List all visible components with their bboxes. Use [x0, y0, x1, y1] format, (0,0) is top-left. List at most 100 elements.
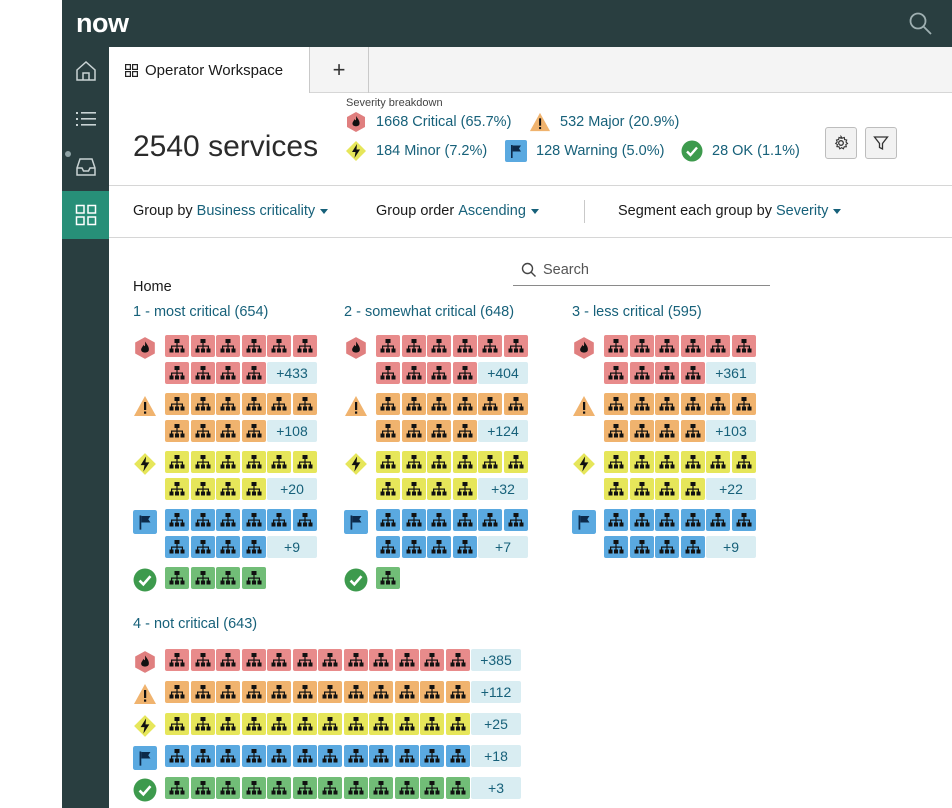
service-tile[interactable]: [604, 536, 628, 558]
service-tile[interactable]: [292, 393, 317, 415]
service-tile[interactable]: [369, 681, 393, 703]
service-tile[interactable]: [267, 451, 291, 473]
service-tile[interactable]: [292, 649, 317, 671]
service-tile[interactable]: [604, 420, 628, 442]
service-tile[interactable]: [343, 681, 368, 703]
service-tile[interactable]: [190, 745, 215, 767]
service-tile[interactable]: [165, 478, 189, 500]
more-services-button[interactable]: +25: [471, 713, 521, 735]
service-tile[interactable]: [369, 745, 393, 767]
more-services-button[interactable]: +18: [471, 745, 521, 767]
service-tile[interactable]: [376, 478, 400, 500]
more-services-button[interactable]: +108: [267, 420, 317, 442]
service-tile[interactable]: [445, 649, 470, 671]
service-tile[interactable]: [292, 509, 317, 531]
service-tile[interactable]: [376, 536, 400, 558]
service-tile[interactable]: [318, 777, 342, 799]
check-circle-icon[interactable]: [133, 568, 157, 592]
service-tile[interactable]: [478, 451, 502, 473]
service-tile[interactable]: [241, 567, 266, 589]
service-tile[interactable]: [680, 536, 705, 558]
service-tile[interactable]: [452, 509, 477, 531]
service-tile[interactable]: [241, 509, 266, 531]
flag-square-icon[interactable]: [572, 510, 596, 534]
service-tile[interactable]: [445, 777, 470, 799]
service-tile[interactable]: [165, 393, 189, 415]
service-tile[interactable]: [292, 451, 317, 473]
service-tile[interactable]: [394, 745, 419, 767]
service-tile[interactable]: [216, 745, 240, 767]
severity-warning-link[interactable]: 128 Warning (5.0%): [505, 140, 664, 162]
service-tile[interactable]: [452, 393, 477, 415]
group-title[interactable]: 3 - less critical (595): [572, 304, 702, 320]
service-tile[interactable]: [241, 478, 266, 500]
service-tile[interactable]: [420, 777, 444, 799]
service-tile[interactable]: [318, 649, 342, 671]
service-tile[interactable]: [452, 478, 477, 500]
service-tile[interactable]: [731, 451, 756, 473]
service-tile[interactable]: [267, 681, 291, 703]
more-services-button[interactable]: +103: [706, 420, 756, 442]
service-tile[interactable]: [655, 478, 679, 500]
service-tile[interactable]: [680, 451, 705, 473]
service-tile[interactable]: [401, 393, 426, 415]
service-tile[interactable]: [604, 335, 628, 357]
service-tile[interactable]: [165, 420, 189, 442]
service-tile[interactable]: [241, 393, 266, 415]
service-tile[interactable]: [292, 777, 317, 799]
service-tile[interactable]: [190, 393, 215, 415]
group-title[interactable]: 1 - most critical (654): [133, 304, 269, 320]
severity-major-link[interactable]: 532 Major (20.9%): [529, 111, 679, 133]
service-tile[interactable]: [190, 536, 215, 558]
service-tile[interactable]: [241, 649, 266, 671]
service-tile[interactable]: [394, 713, 419, 735]
workspace-grid-icon[interactable]: [62, 191, 109, 239]
service-tile[interactable]: [503, 509, 528, 531]
flag-square-icon[interactable]: [133, 510, 157, 534]
search-input[interactable]: [543, 260, 763, 280]
service-tile[interactable]: [401, 362, 426, 384]
service-tile[interactable]: [394, 777, 419, 799]
now-logo[interactable]: now: [76, 8, 129, 39]
severity-ok-link[interactable]: 28 OK (1.1%): [681, 140, 800, 162]
lightning-diamond-icon[interactable]: [133, 452, 157, 476]
service-tile[interactable]: [369, 713, 393, 735]
service-tile[interactable]: [629, 536, 654, 558]
service-tile[interactable]: [216, 478, 240, 500]
fire-hexagon-icon[interactable]: [133, 336, 157, 360]
service-tile[interactable]: [680, 478, 705, 500]
segment-dropdown[interactable]: Severity: [776, 203, 842, 219]
service-tile[interactable]: [604, 393, 628, 415]
list-icon[interactable]: [62, 95, 109, 143]
service-tile[interactable]: [165, 451, 189, 473]
service-tile[interactable]: [190, 335, 215, 357]
more-services-button[interactable]: +9: [706, 536, 756, 558]
service-tile[interactable]: [401, 509, 426, 531]
group-title[interactable]: 4 - not critical (643): [133, 616, 258, 632]
service-tile[interactable]: [706, 509, 730, 531]
flag-square-icon[interactable]: [133, 746, 157, 770]
service-tile[interactable]: [343, 713, 368, 735]
service-tile[interactable]: [267, 509, 291, 531]
service-tile[interactable]: [655, 509, 679, 531]
service-tile[interactable]: [241, 681, 266, 703]
service-tile[interactable]: [216, 335, 240, 357]
service-tile[interactable]: [241, 536, 266, 558]
flag-square-icon[interactable]: [344, 510, 368, 534]
check-circle-icon[interactable]: [344, 568, 368, 592]
inbox-icon[interactable]: [62, 143, 109, 191]
service-tile[interactable]: [731, 509, 756, 531]
service-tile[interactable]: [216, 567, 240, 589]
service-tile[interactable]: [706, 451, 730, 473]
search-icon[interactable]: [908, 11, 934, 37]
more-services-button[interactable]: +9: [267, 536, 317, 558]
service-tile[interactable]: [190, 649, 215, 671]
service-tile[interactable]: [376, 362, 400, 384]
service-tile[interactable]: [190, 509, 215, 531]
service-tile[interactable]: [706, 335, 730, 357]
more-services-button[interactable]: +385: [471, 649, 521, 671]
service-tile[interactable]: [401, 335, 426, 357]
more-services-button[interactable]: +433: [267, 362, 317, 384]
more-services-button[interactable]: +361: [706, 362, 756, 384]
service-tile[interactable]: [241, 451, 266, 473]
